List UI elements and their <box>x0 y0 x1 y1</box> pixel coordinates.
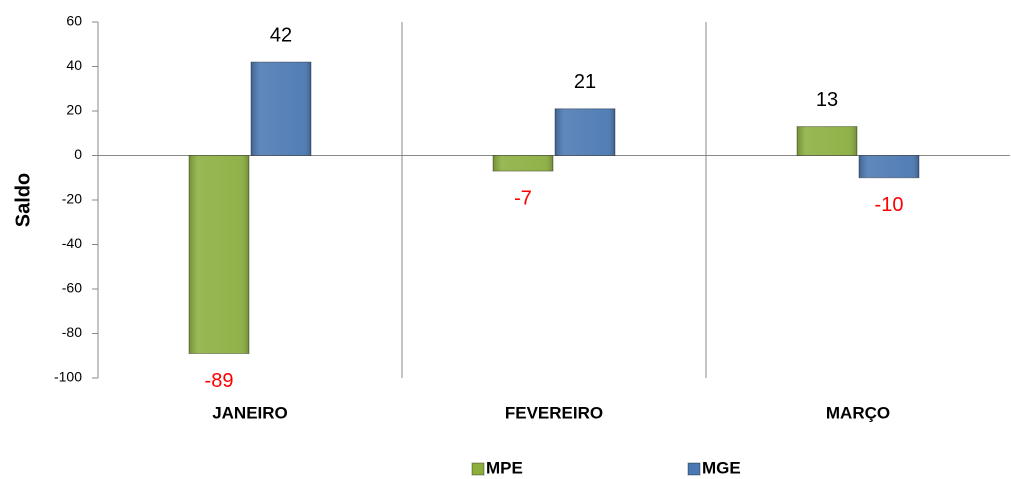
y-tick-label: 0 <box>74 146 82 162</box>
y-axis-title: Saldo <box>12 173 34 227</box>
y-tick-label: 60 <box>66 13 82 29</box>
y-tick-label: -20 <box>62 191 82 207</box>
bar-bevel <box>251 62 311 156</box>
legend-swatch <box>471 462 485 476</box>
value-label: -89 <box>205 370 234 392</box>
x-tick-label: JANEIRO <box>212 403 288 422</box>
bar-bevel <box>859 155 919 178</box>
y-tick-label: -60 <box>62 280 82 296</box>
bar-bevel <box>493 155 553 172</box>
value-label: 13 <box>816 89 838 111</box>
y-tick-label: -100 <box>54 369 82 385</box>
legend-label: MGE <box>702 458 741 477</box>
legend-label: MPE <box>486 458 523 477</box>
bar-bevel <box>189 155 249 354</box>
y-tick-label: 20 <box>66 102 82 118</box>
value-label: 21 <box>574 71 596 93</box>
value-label: -7 <box>514 187 532 209</box>
legend-swatch <box>687 462 701 476</box>
bar-bevel <box>797 126 857 156</box>
value-label: 42 <box>270 24 292 46</box>
y-tick-label: 40 <box>66 57 82 73</box>
y-tick-label: -40 <box>62 235 82 251</box>
value-label: -10 <box>875 194 904 216</box>
x-tick-label: FEVEREIRO <box>505 403 603 422</box>
x-tick-label: MARÇO <box>826 403 890 422</box>
bar-bevel <box>555 108 615 156</box>
y-tick-label: -80 <box>62 324 82 340</box>
